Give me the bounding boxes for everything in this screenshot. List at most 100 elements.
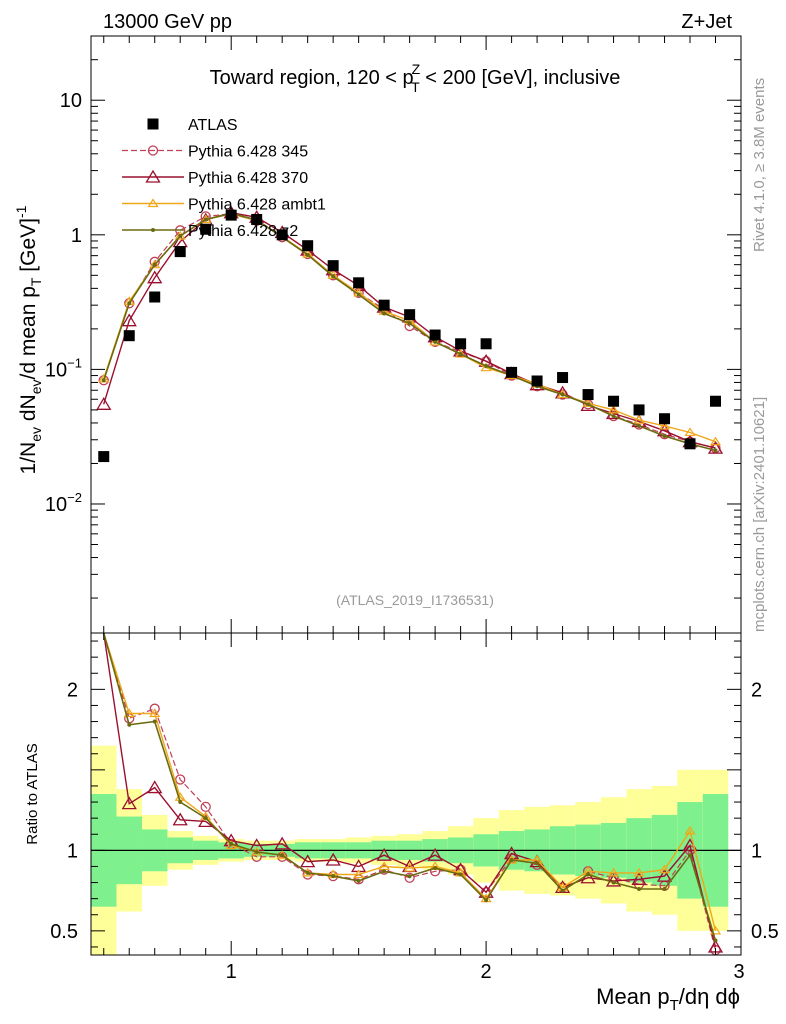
y-tick-label: 10−1	[45, 355, 82, 381]
x-axis-label: Mean pT/dη dϕ	[596, 984, 740, 1014]
point-z2	[382, 311, 387, 316]
point-data	[455, 338, 467, 350]
point-data	[608, 395, 620, 407]
point-data	[327, 260, 339, 272]
ratio-point-p370	[300, 854, 316, 868]
x-tick-label: 3	[733, 961, 744, 983]
analysis-id: (ATLAS_2019_I1736531)	[336, 592, 494, 608]
point-data	[531, 375, 543, 387]
point-data	[276, 229, 288, 241]
ratio-point-p370	[147, 780, 163, 794]
ratio-y-tick-label-right: 1	[751, 840, 762, 862]
ratio-point-p370	[427, 847, 443, 861]
ratio-point-ambt1	[149, 708, 161, 718]
point-data	[404, 309, 416, 321]
ratio-point-ambt1	[123, 708, 135, 718]
ratio-point-z2	[178, 800, 183, 805]
legend-label-z2: Pythia 6.428 z2	[188, 223, 298, 240]
ratio-point-z2	[305, 870, 310, 875]
ratio-point-z2	[688, 853, 693, 858]
ratio-point-ambt1	[633, 867, 645, 877]
x-tick-label: 2	[481, 961, 492, 983]
y-tick-exp: −2	[67, 490, 82, 505]
series-line-ambt1	[103, 213, 716, 443]
y-tick-label: 10	[60, 90, 82, 112]
ratio-point-z2	[331, 874, 336, 879]
ratio-point-p370	[656, 868, 673, 882]
point-z2	[152, 262, 157, 267]
series-line-z2	[102, 212, 716, 452]
point-ambt1	[429, 336, 441, 346]
x-tick-label: 1	[226, 961, 237, 983]
ratio-point-z2	[458, 872, 463, 877]
point-z2	[662, 433, 667, 438]
ratio-marks	[91, 632, 741, 956]
point-p370	[147, 270, 163, 284]
point-data	[429, 329, 441, 341]
ratio-ylabel: Ratio to ATLAS	[24, 743, 41, 844]
ratio-point-p345	[200, 801, 211, 813]
rivet-label: Rivet 4.1.0, ≥ 3.8M events	[751, 78, 768, 252]
ratio-point-p345	[277, 851, 288, 862]
legend-marker-p370	[145, 169, 161, 183]
point-data	[353, 277, 365, 289]
point-data	[684, 438, 696, 450]
ratio-point-p370	[274, 836, 290, 850]
ratio-point-z2	[637, 886, 642, 891]
ratio-point-ambt1	[658, 864, 671, 874]
ratio-point-p370	[325, 852, 341, 866]
ratio-point-z2	[560, 888, 565, 893]
point-data	[200, 223, 212, 235]
ratio-y-tick-label-right: 2	[751, 679, 762, 701]
point-data	[174, 246, 186, 258]
ratio-point-p345	[175, 774, 186, 785]
point-data	[98, 451, 110, 463]
ratio-point-z2	[509, 858, 514, 863]
point-z2	[127, 301, 132, 306]
point-z2	[458, 352, 463, 357]
ratio-point-p370	[172, 812, 188, 826]
point-data	[582, 389, 594, 401]
legend-marker-p345	[147, 145, 159, 156]
ratio-y-tick-label: 2	[67, 679, 78, 701]
y-tick-base: 10	[45, 359, 67, 381]
point-data	[378, 299, 390, 311]
legend-label-p370: Pythia 6.428 370	[188, 170, 308, 187]
ratio-point-z2	[611, 880, 616, 885]
point-ambt1	[684, 427, 696, 437]
main-marks	[96, 205, 724, 463]
point-data	[251, 213, 263, 225]
ratio-point-p345	[404, 872, 415, 883]
point-p370	[707, 440, 724, 454]
point-data	[302, 240, 314, 252]
point-data	[225, 209, 237, 221]
ratio-point-z2	[280, 853, 285, 858]
point-z2	[305, 252, 310, 257]
main-ylabel: 1/Nev dNev/d mean pT [GeV]-1	[13, 205, 44, 474]
header-left: 13000 GeV pp	[103, 11, 232, 33]
point-z2	[713, 448, 718, 453]
legend-marker-ambt1	[147, 198, 159, 208]
ratio-point-p370	[478, 884, 494, 898]
ratio-point-p370	[605, 873, 622, 887]
point-z2	[637, 423, 642, 428]
ratio-point-z2	[127, 722, 132, 727]
point-ambt1	[149, 259, 161, 269]
point-p370	[96, 397, 112, 410]
point-z2	[356, 292, 361, 297]
ratio-point-z2	[407, 874, 412, 879]
point-data	[659, 413, 671, 425]
ratio-point-ambt1	[353, 869, 365, 879]
point-data	[557, 372, 569, 384]
point-z2	[560, 392, 565, 397]
ratio-y-tick-label: 0.5	[50, 921, 78, 943]
ratio-point-ambt1	[684, 825, 696, 835]
ratio-point-z2	[662, 886, 667, 891]
ratio-point-p345	[302, 869, 313, 880]
header-right: Z+Jet	[681, 11, 732, 33]
point-data	[480, 338, 492, 350]
y-tick-exp: −1	[67, 355, 82, 370]
